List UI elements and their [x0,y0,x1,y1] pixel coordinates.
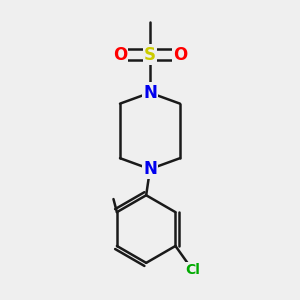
Text: N: N [143,84,157,102]
Text: S: S [144,46,156,64]
Text: O: O [113,46,127,64]
Text: O: O [173,46,187,64]
Text: N: N [143,160,157,178]
Text: Cl: Cl [185,263,200,277]
